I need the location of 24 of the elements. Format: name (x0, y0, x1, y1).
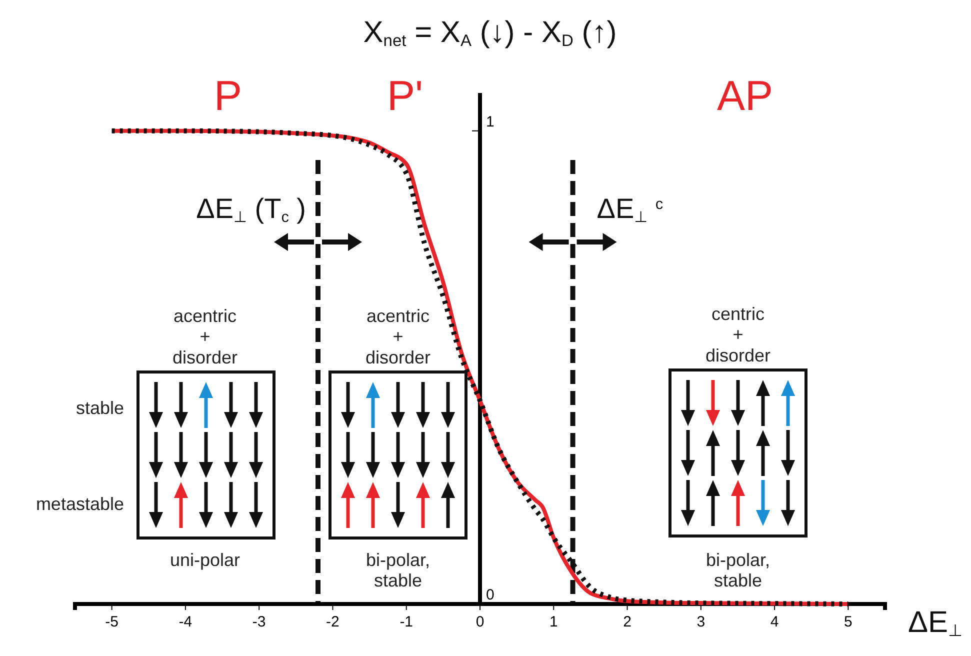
annotation: P (214, 72, 242, 119)
x-tick-label: 2 (623, 614, 632, 631)
x-tick-label: 1 (549, 614, 558, 631)
x-tick-label: -3 (252, 614, 266, 631)
annotation: bi-polar, stable (706, 550, 770, 591)
annotation: bi-polar, stable (366, 550, 430, 591)
x-tick-label: -2 (326, 614, 340, 631)
annotation: acentric + disorder (172, 306, 238, 368)
x-tick-label: -4 (178, 614, 192, 631)
annotation: uni-polar (170, 550, 240, 570)
ref-line-label: ΔE$_{⊥}$(T$_{c}$) (196, 193, 306, 226)
x-axis-title: ΔE$_{⊥}$ (908, 606, 962, 640)
x-tick-label: -5 (105, 614, 118, 631)
x-tick-label: 3 (696, 614, 706, 631)
x-tick-label: 5 (844, 614, 852, 631)
annotation: AP (716, 72, 774, 119)
annotation: P' (386, 72, 424, 119)
x-tick-label: 4 (770, 614, 779, 631)
annotation: centric + disorder (705, 304, 771, 366)
annotation: acentric + disorder (365, 306, 431, 368)
annotation: metastable (36, 494, 124, 514)
chart-title: X$_{net}$ = X$_{A}$ (↓) - X$_{D}$ (↑) (363, 16, 617, 50)
annotation: stable (76, 398, 124, 418)
x-tick-label: -1 (400, 614, 414, 631)
